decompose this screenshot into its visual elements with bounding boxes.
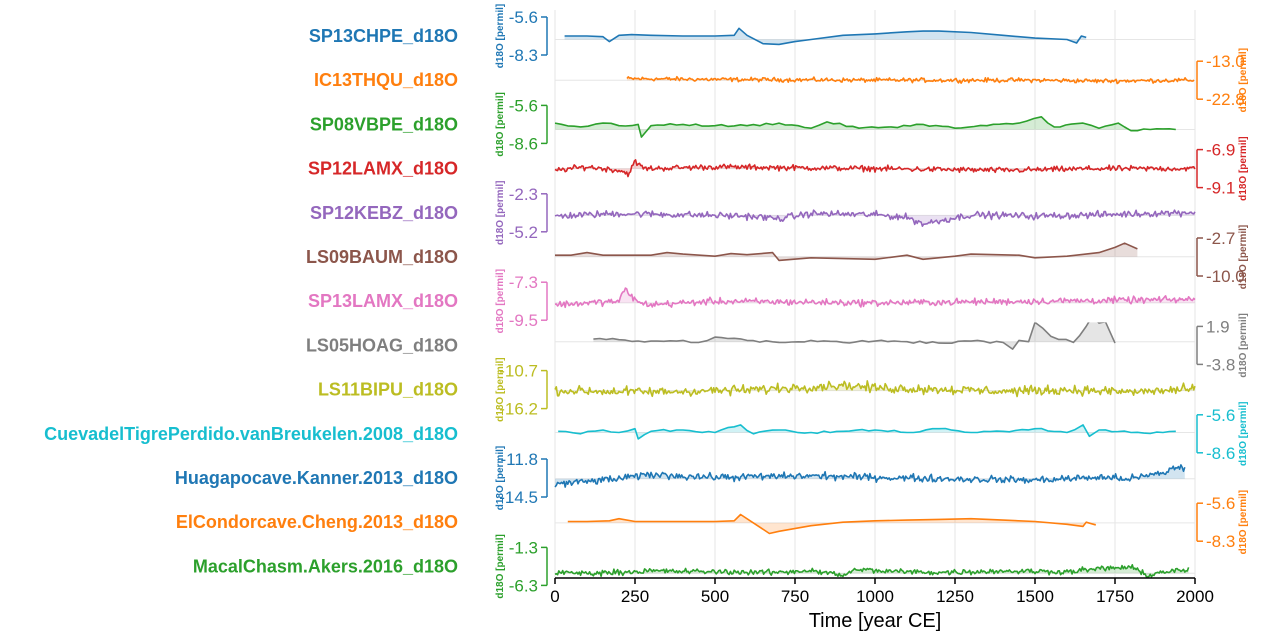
y-tick-label: -8.6 [509,134,538,153]
x-tick-label: 500 [701,587,729,606]
series-line [554,209,1196,227]
y-tick-label: -22.8 [1206,90,1245,109]
y-tick-label: -10.7 [499,362,538,381]
y-tick-label: -8.6 [1206,444,1235,463]
x-tick-label: 750 [781,587,809,606]
series-fill [593,322,1115,350]
y-axis-label: d18O [permil] [1238,136,1249,200]
x-tick-label: 2000 [1176,587,1214,606]
series-line [626,75,1195,85]
record-label: CuevadelTigrePerdido.vanBreukelen.2008_d… [44,424,458,444]
y-tick-label: -6.9 [1206,141,1235,160]
y-tick-label: -6.3 [509,576,538,595]
series-fill [558,424,1176,439]
y-tick-label: -14.5 [499,488,538,507]
record-label: SP08VBPE_d18O [310,114,458,134]
record-label: LS05HOAG_d18O [306,335,458,355]
y-tick-label: -11.8 [501,450,539,469]
series-line [564,27,1087,46]
y-tick-label: -8.3 [509,46,538,65]
x-tick-label: 1000 [856,587,894,606]
x-tick-label: 1750 [1096,587,1134,606]
y-axis-label: d18O [permil] [495,181,506,245]
y-tick-label: -13.0 [1206,52,1245,71]
series-fill [555,564,1189,577]
x-tick-label: 1250 [936,587,974,606]
y-tick-label: -3.8 [1206,355,1235,374]
record-7: LS05HOAG_d18O 1.9 -3.8 d18O [permil] [306,313,1249,377]
record-label: LS11BIPU_d18O [318,380,458,400]
record-3: SP12LAMX_d18O -6.9 -9.1 d18O [permil] [308,136,1249,200]
y-axis-label: d18O [permil] [495,534,506,598]
x-tick-label: 1500 [1016,587,1054,606]
y-axis-label: d18O [permil] [495,357,506,421]
record-label: LS09BAUM_d18O [306,247,458,267]
y-axis-label: d18O [permil] [495,446,506,510]
x-tick-label: 250 [621,587,649,606]
y-tick-label: -10.0 [1206,267,1245,286]
y-tick-label: -1.3 [509,538,538,557]
series-line [558,424,1176,440]
y-tick-label: -5.6 [509,96,538,115]
y-axis-label: d18O [permil] [495,269,506,333]
y-tick-label: -9.5 [509,311,538,330]
record-label: Huagapocave.Kanner.2013_d18O [175,468,458,488]
y-tick-label: 1.9 [1206,317,1230,336]
record-label: SP12KEBZ_d18O [310,203,458,223]
y-tick-label: -7.3 [509,273,538,292]
series-line [554,564,1190,578]
y-axis-label: d18O [permil] [1238,48,1249,112]
series-line [554,159,1196,178]
record-label: MacalChasm.Akers.2016_d18O [193,556,458,576]
y-tick-label: -2.7 [1206,229,1235,248]
series-fill [555,243,1138,261]
y-tick-label: -5.2 [509,223,538,242]
record-label: SP12LAMX_d18O [308,159,458,179]
y-tick-label: -16.2 [499,400,538,419]
x-axis-label: Time [year CE] [809,610,942,632]
series-line [554,116,1176,138]
series-fill [555,380,1195,397]
record-label: IC13THQU_d18O [314,70,458,90]
series-line [554,287,1196,309]
series-line [593,322,1116,350]
y-tick-label: -5.6 [1206,406,1235,425]
y-axis-label: d18O [permil] [1238,402,1249,466]
y-tick-label: -5.6 [509,8,538,27]
record-9: CuevadelTigrePerdido.vanBreukelen.2008_d… [44,402,1249,466]
series-line [554,464,1186,488]
x-axis: 0 250 500 750 1000 1250 1500 1750 2000 Time [year… [550,577,1214,632]
y-tick-label: -8.3 [1206,532,1235,551]
y-tick-label: -5.6 [1206,494,1235,513]
y-axis-label: d18O [permil] [495,4,506,68]
series-fill [555,116,1176,138]
y-axis-label: d18O [permil] [1238,490,1249,554]
record-label: SP13LAMX_d18O [308,291,458,311]
record-11: ElCondorcave.Cheng.2013_d18O -5.6 -8.3 d18O… [176,490,1249,554]
y-tick-label: -9.1 [1206,179,1235,198]
x-tick-label: 0 [550,587,559,606]
record-10: Huagapocave.Kanner.2013_d18O -11.8 -14.5d1… [175,446,1195,510]
series-line [554,380,1196,398]
series-line [555,242,1138,262]
record-label: SP13CHPE_d18O [309,26,458,46]
y-axis-label: d18O [permil] [495,92,506,156]
y-axis-label: d18O [permil] [1238,225,1249,289]
record-label: ElCondorcave.Cheng.2013_d18O [176,512,458,532]
y-axis-label: d18O [permil] [1238,313,1249,377]
series-line [567,513,1097,535]
y-tick-label: -2.3 [509,185,538,204]
grid [554,10,1196,578]
